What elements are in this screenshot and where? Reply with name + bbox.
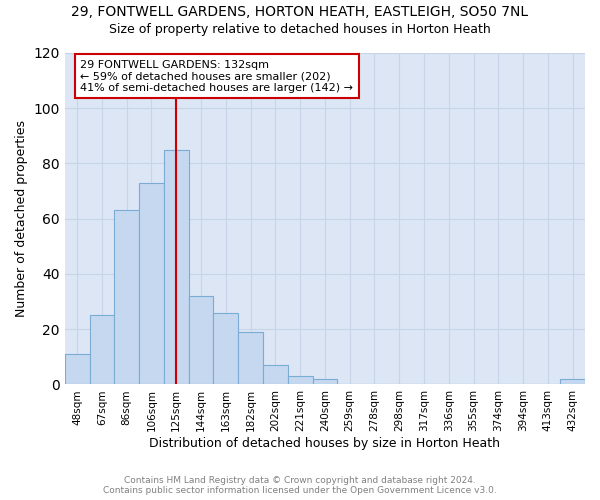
Bar xyxy=(214,312,238,384)
Bar xyxy=(115,210,139,384)
Bar xyxy=(65,354,89,384)
X-axis label: Distribution of detached houses by size in Horton Heath: Distribution of detached houses by size … xyxy=(149,437,500,450)
Bar xyxy=(313,379,337,384)
Bar xyxy=(164,150,188,384)
Text: 29 FONTWELL GARDENS: 132sqm
← 59% of detached houses are smaller (202)
41% of se: 29 FONTWELL GARDENS: 132sqm ← 59% of det… xyxy=(80,60,353,93)
Y-axis label: Number of detached properties: Number of detached properties xyxy=(15,120,28,317)
Text: Size of property relative to detached houses in Horton Heath: Size of property relative to detached ho… xyxy=(109,22,491,36)
Text: Contains HM Land Registry data © Crown copyright and database right 2024.
Contai: Contains HM Land Registry data © Crown c… xyxy=(103,476,497,495)
Bar xyxy=(89,316,115,384)
Bar xyxy=(288,376,313,384)
Bar xyxy=(139,183,164,384)
Bar xyxy=(263,365,288,384)
Text: 29, FONTWELL GARDENS, HORTON HEATH, EASTLEIGH, SO50 7NL: 29, FONTWELL GARDENS, HORTON HEATH, EAST… xyxy=(71,5,529,19)
Bar xyxy=(188,296,214,384)
Bar xyxy=(238,332,263,384)
Bar xyxy=(560,379,585,384)
